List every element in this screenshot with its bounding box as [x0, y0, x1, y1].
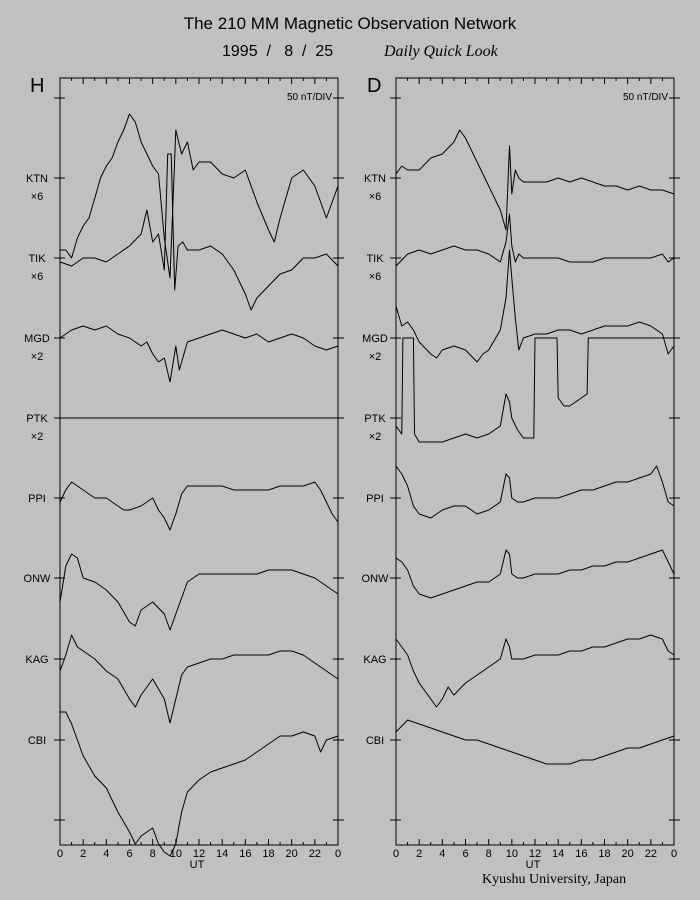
series-line-kag: [59, 634, 339, 724]
station-label: PTK: [26, 413, 48, 425]
panel-label: H: [30, 75, 44, 97]
station-label: KTN: [364, 173, 386, 185]
series-line-ptk: [395, 337, 674, 443]
station-multiplier: ×6: [31, 191, 44, 203]
x-tick-label: 2: [80, 848, 86, 860]
scale-label: 50 nT/DIV: [287, 92, 332, 103]
station-label: MGD: [24, 333, 50, 345]
series-line-cbi: [395, 719, 675, 765]
x-tick-label: 14: [552, 848, 564, 860]
station-multiplier: ×2: [369, 351, 382, 363]
x-tick-label: 10: [506, 848, 518, 860]
x-tick-label: 20: [286, 848, 298, 860]
x-tick-label: 6: [462, 848, 468, 860]
scale-label: 50 nT/DIV: [623, 92, 668, 103]
station-multiplier: ×6: [369, 191, 382, 203]
footer-credit: Kyushu University, Japan: [482, 872, 627, 887]
x-tick-label: 22: [309, 848, 321, 860]
series-line-ktn: [395, 129, 675, 231]
x-tick-label: 2: [416, 848, 422, 860]
x-tick-label: 12: [529, 848, 541, 860]
x-tick-label: 4: [439, 848, 445, 860]
x-tick-label: 22: [645, 848, 657, 860]
x-tick-label: 8: [486, 848, 492, 860]
station-label: KAG: [25, 654, 48, 666]
series-line-tik: [395, 213, 675, 267]
series-line-mgd: [59, 325, 339, 383]
x-tick-label: 12: [193, 848, 205, 860]
station-label: MGD: [362, 333, 388, 345]
plot-frame: [59, 77, 339, 846]
series-line-kag: [395, 634, 675, 708]
station-label: TIK: [28, 253, 46, 265]
x-tick-label: 0: [671, 848, 677, 860]
station-label: ONW: [24, 573, 52, 585]
observation-date: 1995 / 8 / 25: [222, 43, 334, 60]
series-line-mgd: [395, 249, 675, 363]
x-tick-label: 0: [335, 848, 341, 860]
station-label: PPI: [28, 493, 46, 505]
station-multiplier: ×6: [369, 271, 382, 283]
station-label: ONW: [362, 573, 390, 585]
station-label: TIK: [366, 253, 384, 265]
station-multiplier: ×6: [31, 271, 44, 283]
x-tick-label: 8: [150, 848, 156, 860]
x-tick-label: 14: [216, 848, 228, 860]
x-tick-label: 16: [239, 848, 251, 860]
x-tick-label: 20: [622, 848, 634, 860]
series-line-ppi: [59, 481, 339, 531]
series-line-onw: [59, 553, 339, 631]
x-tick-label: 0: [57, 848, 63, 860]
panel-label: D: [367, 75, 381, 97]
page-title: The 210 MM Magnetic Observation Network: [183, 14, 517, 33]
x-tick-label: 10: [170, 848, 182, 860]
panel-h: H 50 nT/DIV 0 2 4 6 8 10 12 14 16 18 20 22 0 UT KTN ×6 TIK…: [24, 75, 344, 871]
x-tick-label: 16: [575, 848, 587, 860]
x-tick-label: 4: [103, 848, 109, 860]
x-axis-label: UT: [526, 859, 541, 871]
x-tick-label: 0: [393, 848, 399, 860]
series-line-tik: [59, 153, 339, 311]
series-line-ktn: [60, 113, 339, 279]
x-axis-label: UT: [190, 859, 205, 871]
x-tick-label: 6: [126, 848, 132, 860]
station-multiplier: ×2: [31, 351, 44, 363]
series-line-cbi: [60, 711, 339, 857]
station-label: CBI: [28, 735, 46, 747]
station-multiplier: ×2: [369, 431, 382, 443]
panel-d: D 50 nT/DIV 0 2 4 6 8 10 12 14 16 18 20 22 0 UT KTN ×6 TIK…: [362, 75, 680, 871]
series-line-ppi: [395, 465, 675, 519]
page-subtitle: Daily Quick Look: [384, 43, 498, 60]
series-line-onw: [395, 549, 675, 599]
station-multiplier: ×2: [31, 431, 44, 443]
station-label: PTK: [364, 413, 386, 425]
station-label: KAG: [363, 654, 386, 666]
station-label: CBI: [366, 735, 384, 747]
station-label: KTN: [26, 173, 48, 185]
x-tick-label: 18: [262, 848, 274, 860]
x-tick-label: 18: [598, 848, 610, 860]
station-label: PPI: [366, 493, 384, 505]
